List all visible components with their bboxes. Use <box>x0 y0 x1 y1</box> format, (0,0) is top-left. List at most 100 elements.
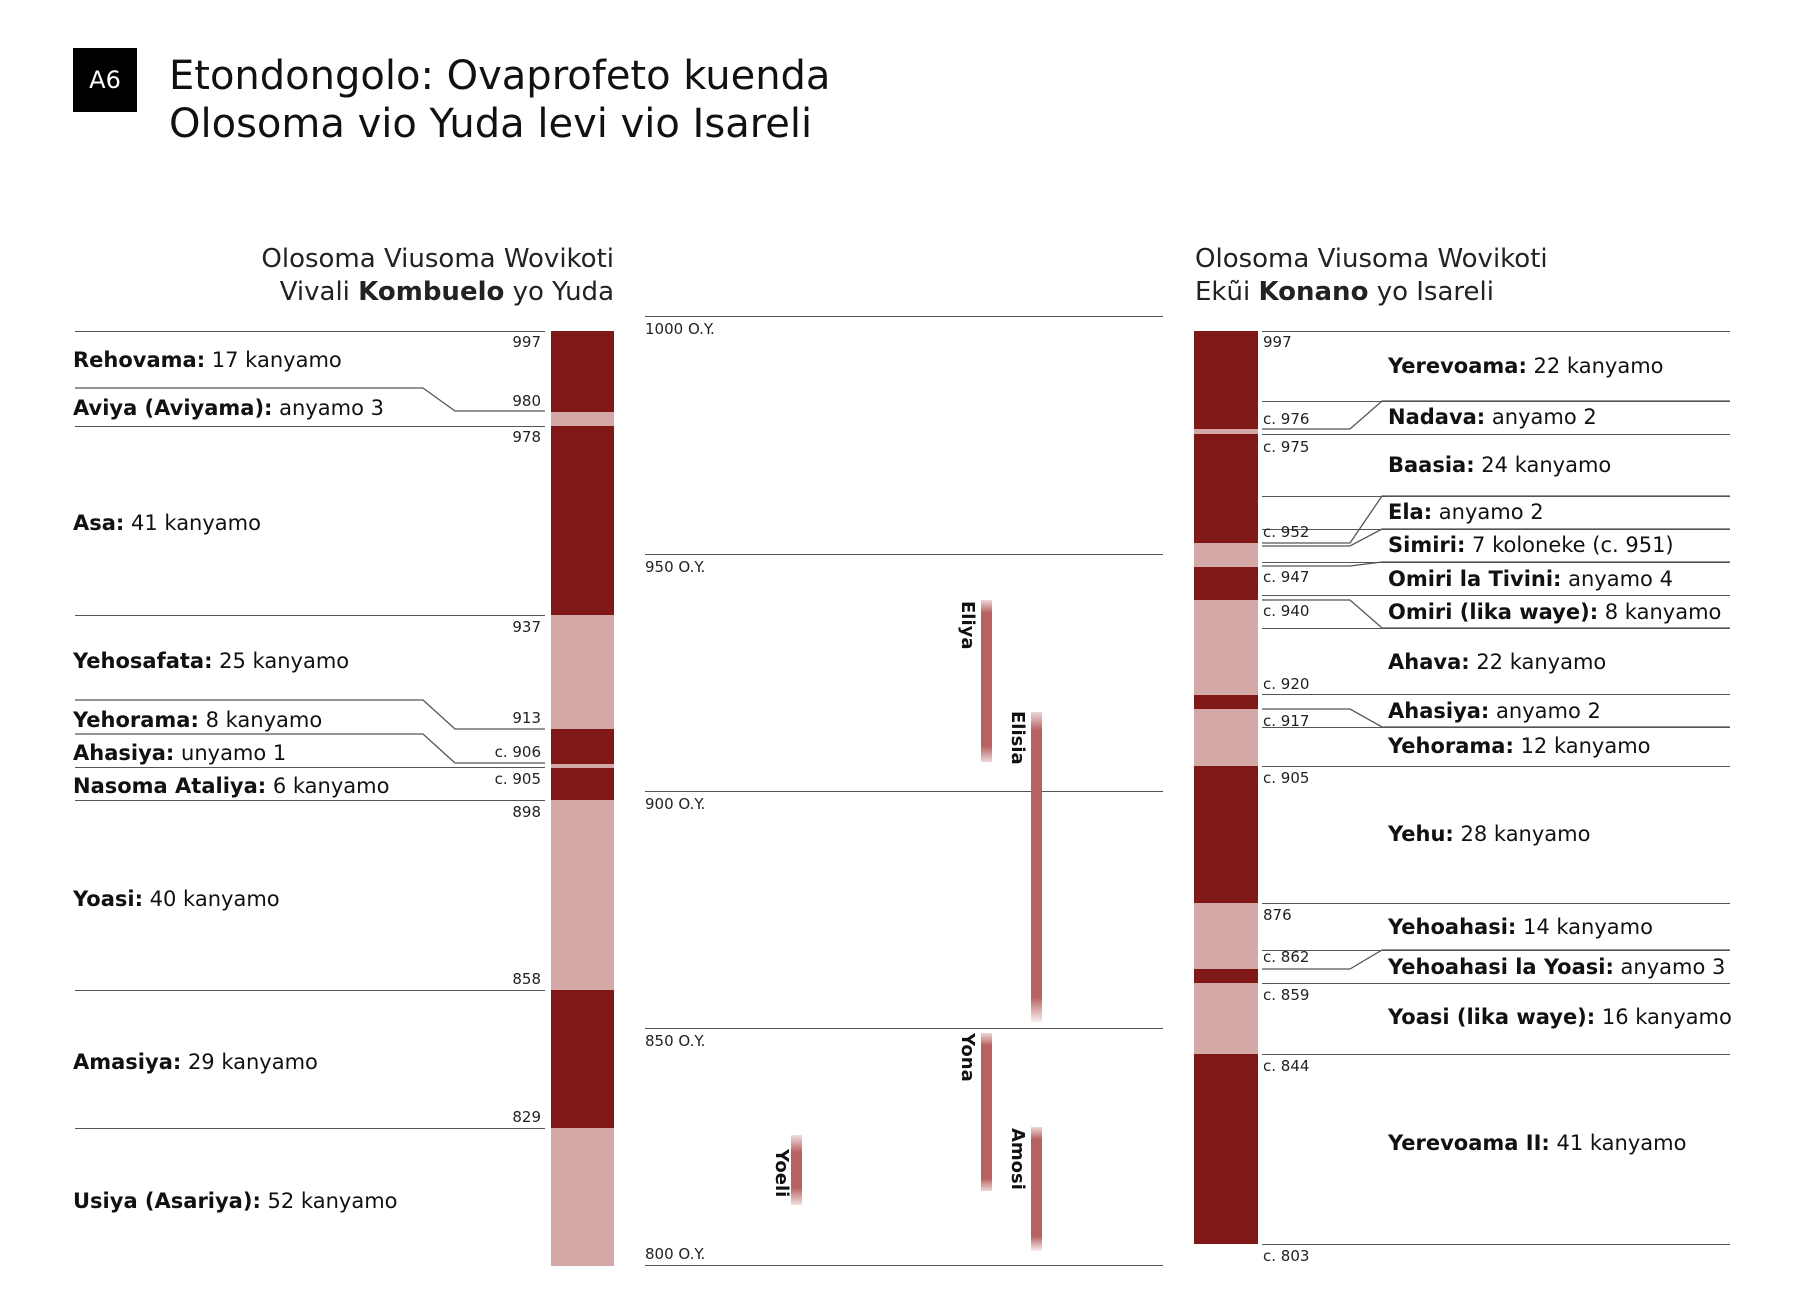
israel-king-label: Yerevoama: 22 kanyamo <box>1388 354 1664 378</box>
timeline-gridline <box>645 1028 1163 1029</box>
judah-bar-yehorama <box>551 729 614 764</box>
timeline-gridline <box>645 1265 1163 1266</box>
israel-divider <box>1262 1244 1730 1245</box>
judah-connector <box>75 699 545 730</box>
judah-header-line-1: Olosoma Viusoma Wovikoti <box>261 244 614 274</box>
israel-connector <box>1262 599 1730 629</box>
israel-divider <box>1262 331 1730 332</box>
israel-connector <box>1262 561 1730 567</box>
judah-bar-amasiya <box>551 990 614 1128</box>
timeline-tick-label: 800 O.Y. <box>645 1245 706 1263</box>
prophet-bar-elisia <box>1031 712 1042 1022</box>
judah-bar-aviya <box>551 412 614 426</box>
israel-year: c. 947 <box>1263 568 1310 586</box>
israel-connector <box>1262 528 1730 547</box>
judah-king-label: Ahasiya: unyamo 1 <box>73 741 287 765</box>
judah-bar-usiya <box>551 1128 614 1266</box>
judah-king-label: Usiya (Asariya): 52 kanyamo <box>73 1189 398 1213</box>
timeline-tick-label: 1000 O.Y. <box>645 320 715 338</box>
israel-king-label: Ahasiya: anyamo 2 <box>1388 699 1601 723</box>
judah-bar-asa <box>551 426 614 615</box>
judah-header: Olosoma Viusoma Wovikoti Vivali Kombuelo… <box>214 243 614 309</box>
judah-year: 829 <box>512 1108 541 1126</box>
israel-connector <box>1262 949 1730 970</box>
judah-king-label: Yehorama: 8 kanyamo <box>73 708 323 732</box>
israel-bar-yoasi <box>1194 969 1258 983</box>
israel-year: c. 803 <box>1263 1247 1310 1265</box>
israel-king-label: Yehu: 28 kanyamo <box>1388 822 1591 846</box>
judah-year: 937 <box>512 618 541 636</box>
israel-king-label: Yehoahasi: 14 kanyamo <box>1388 915 1653 939</box>
israel-header-line-1: Olosoma Viusoma Wovikoti <box>1195 244 1548 274</box>
judah-divider <box>75 426 545 427</box>
israel-king-label: Simiri: 7 koloneke (c. 951) <box>1388 533 1674 557</box>
israel-connector <box>1262 495 1730 544</box>
israel-king-label: Yoasi (lika waye): 16 kanyamo <box>1388 1005 1732 1029</box>
timeline-gridline <box>645 791 1163 792</box>
israel-bar-ela-simiri <box>1194 543 1258 567</box>
israel-bar-yehoahasi <box>1194 903 1258 969</box>
judah-king-label: Aviya (Aviyama): anyamo 3 <box>73 396 384 420</box>
judah-header-line-2: Vivali Kombuelo yo Yuda <box>279 277 614 307</box>
judah-divider <box>75 1128 545 1129</box>
israel-divider <box>1262 983 1730 984</box>
timeline-gridline <box>645 316 1163 317</box>
israel-bar-yoasi-alone <box>1194 983 1258 1054</box>
title-line-2: Olosoma vio Yuda levi vio Isareli <box>169 101 813 147</box>
judah-bar-yehosafata <box>551 615 614 729</box>
judah-divider <box>75 990 545 991</box>
judah-year: 980 <box>512 392 541 410</box>
timeline-tick-label: 900 O.Y. <box>645 795 706 813</box>
judah-year: 913 <box>512 709 541 727</box>
judah-king-label: Nasoma Ataliya: 6 kanyamo <box>73 774 390 798</box>
israel-divider <box>1262 766 1730 767</box>
israel-king-label: Ela: anyamo 2 <box>1388 500 1544 524</box>
judah-year: 978 <box>512 428 541 446</box>
judah-divider <box>75 767 545 768</box>
israel-king-label: Yehoahasi la Yoasi: anyamo 3 <box>1388 955 1726 979</box>
israel-divider <box>1262 694 1730 695</box>
judah-king-label: Asa: 41 kanyamo <box>73 511 261 535</box>
israel-year: c. 920 <box>1263 675 1310 693</box>
israel-king-label: Baasia: 24 kanyamo <box>1388 453 1612 477</box>
judah-divider <box>75 800 545 801</box>
israel-year: c. 976 <box>1263 410 1310 428</box>
israel-year: 876 <box>1263 906 1292 924</box>
israel-year: c. 844 <box>1263 1057 1310 1075</box>
judah-year: c. 906 <box>494 743 541 761</box>
israel-year: c. 975 <box>1263 438 1310 456</box>
israel-king-label: Omiri la Tivini: anyamo 4 <box>1388 567 1673 591</box>
israel-divider <box>1262 595 1730 596</box>
israel-divider <box>1262 434 1730 435</box>
israel-king-label: Yehorama: 12 kanyamo <box>1388 734 1651 758</box>
judah-year: 997 <box>512 333 541 351</box>
judah-connector <box>75 387 545 412</box>
judah-connector <box>75 733 545 764</box>
israel-king-label: Ahava: 22 kanyamo <box>1388 650 1607 674</box>
israel-bar-ahava <box>1194 695 1258 709</box>
judah-king-label: Amasiya: 29 kanyamo <box>73 1050 318 1074</box>
israel-king-label: Nadava: anyamo 2 <box>1388 405 1597 429</box>
israel-year: c. 859 <box>1263 986 1310 1004</box>
israel-year: 997 <box>1263 333 1292 351</box>
judah-bar-rehovama <box>551 331 614 412</box>
israel-bar-omiri <box>1194 600 1258 695</box>
judah-king-label: Yehosafata: 25 kanyamo <box>73 649 350 673</box>
timeline-tick-label: 850 O.Y. <box>645 1032 706 1050</box>
israel-year: c. 917 <box>1263 712 1310 730</box>
timeline-gridline <box>645 554 1163 555</box>
israel-bar-yehorama <box>1194 709 1258 766</box>
israel-year: c. 905 <box>1263 769 1310 787</box>
judah-king-label: Rehovama: 17 kanyamo <box>73 348 342 372</box>
judah-divider <box>75 331 545 332</box>
judah-king-label: Yoasi: 40 kanyamo <box>73 887 280 911</box>
israel-year: c. 940 <box>1263 602 1310 620</box>
judah-year: 898 <box>512 803 541 821</box>
israel-year: c. 862 <box>1263 948 1310 966</box>
title-line-1: Etondongolo: Ovaprofeto kuenda <box>169 53 831 99</box>
judah-bar-ataliya <box>551 768 614 800</box>
israel-king-label: Yerevoama II: 41 kanyamo <box>1388 1131 1687 1155</box>
israel-header: Olosoma Viusoma Wovikoti Ekũi Konano yo … <box>1195 243 1548 309</box>
section-badge: A6 <box>73 48 137 112</box>
